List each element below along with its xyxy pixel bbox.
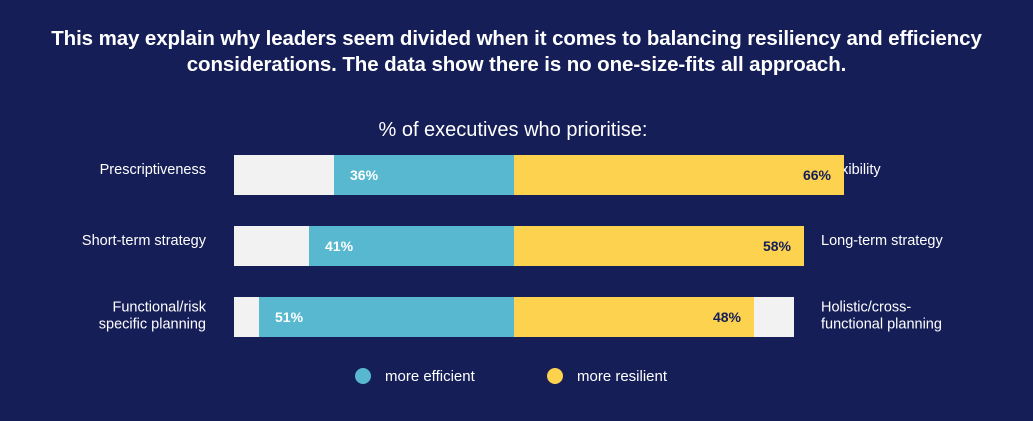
bar-row-3: Functional/risk specific planning Holistic… bbox=[99, 297, 942, 337]
headline-line-1: This may explain why leaders seem divide… bbox=[51, 27, 982, 50]
headline-line-2: considerations. The data show there is n… bbox=[186, 53, 847, 76]
headline: This may explain why leaders seem divide… bbox=[20, 26, 1013, 78]
left-label-2: Short-term strategy bbox=[82, 233, 207, 249]
bar-resilient-1 bbox=[514, 155, 844, 195]
value-label-resilient-3: 48% bbox=[713, 309, 742, 325]
legend-label-1: more efficient bbox=[385, 368, 476, 385]
left-label-2-line-1: Short-term strategy bbox=[82, 233, 207, 249]
legend-swatch-2 bbox=[547, 368, 563, 384]
bar-resilient-3 bbox=[514, 297, 754, 337]
chart-legend: more efficient more resilient bbox=[355, 368, 668, 385]
left-label-1-line-1: Prescriptiveness bbox=[100, 162, 206, 178]
legend-item-2: more resilient bbox=[547, 368, 668, 385]
legend-label-2: more resilient bbox=[577, 368, 668, 385]
bar-efficient-1 bbox=[334, 155, 514, 195]
left-label-1: Prescriptiveness bbox=[100, 162, 206, 178]
bar-row-2: Short-term strategy Long-term strategy 41%… bbox=[82, 226, 943, 266]
value-label-resilient-1: 66% bbox=[803, 167, 832, 183]
right-label-3: Holistic/cross-functional planning bbox=[821, 300, 942, 333]
bar-resilient-2 bbox=[514, 226, 804, 266]
legend-swatch-1 bbox=[355, 368, 371, 384]
left-label-3-line-2: specific planning bbox=[99, 317, 206, 333]
value-label-resilient-2: 58% bbox=[763, 238, 792, 254]
chart-title: % of executives who prioritise: bbox=[378, 119, 647, 141]
value-label-efficient-1: 36% bbox=[350, 167, 379, 183]
left-label-3: Functional/risk specific planning bbox=[99, 300, 207, 333]
value-label-efficient-2: 41% bbox=[325, 238, 354, 254]
left-label-3-line-1: Functional/risk bbox=[113, 300, 207, 316]
value-label-efficient-3: 51% bbox=[275, 309, 304, 325]
legend-item-1: more efficient bbox=[355, 368, 476, 385]
bar-efficient-2 bbox=[309, 226, 514, 266]
right-label-2-line-1: Long-term strategy bbox=[821, 233, 943, 249]
right-label-3-line-2: functional planning bbox=[821, 317, 942, 333]
right-label-3-line-1: Holistic/cross- bbox=[821, 300, 911, 316]
right-label-2: Long-term strategy bbox=[821, 233, 943, 249]
bar-efficient-3 bbox=[259, 297, 514, 337]
